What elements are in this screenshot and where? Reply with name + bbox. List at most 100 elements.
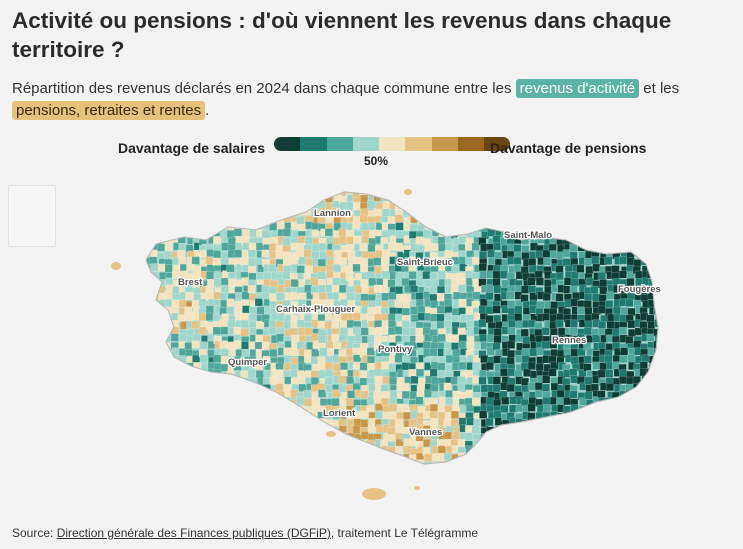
commune-cell[interactable]	[205, 271, 215, 280]
commune-cell[interactable]	[374, 189, 383, 197]
commune-cell[interactable]	[485, 459, 494, 468]
commune-cell[interactable]	[331, 320, 340, 329]
commune-cell[interactable]	[486, 334, 495, 343]
commune-cell[interactable]	[233, 326, 242, 335]
commune-cell[interactable]	[380, 284, 389, 294]
commune-cell[interactable]	[500, 446, 509, 455]
commune-cell[interactable]	[590, 188, 599, 196]
commune-cell[interactable]	[205, 305, 214, 314]
commune-cell[interactable]	[143, 397, 151, 406]
commune-cell[interactable]	[548, 460, 557, 469]
commune-cell[interactable]	[304, 236, 313, 245]
commune-cell[interactable]	[242, 305, 251, 314]
commune-cell[interactable]	[261, 438, 270, 447]
commune-cell[interactable]	[171, 347, 180, 356]
commune-cell[interactable]	[157, 200, 166, 210]
commune-cell[interactable]	[367, 424, 377, 433]
commune-cell[interactable]	[198, 419, 207, 428]
commune-cell[interactable]	[200, 200, 209, 209]
commune-cell[interactable]	[311, 425, 320, 434]
commune-cell[interactable]	[551, 230, 560, 239]
commune-cell[interactable]	[163, 398, 173, 407]
commune-cell[interactable]	[241, 207, 250, 216]
commune-cell[interactable]	[607, 189, 616, 197]
commune-cell[interactable]	[242, 452, 251, 461]
commune-cell[interactable]	[193, 419, 202, 428]
commune-cell[interactable]	[261, 193, 270, 202]
commune-cell[interactable]	[226, 417, 235, 427]
commune-cell[interactable]	[319, 251, 328, 260]
commune-cell[interactable]	[598, 320, 607, 330]
commune-cell[interactable]	[171, 375, 180, 384]
commune-cell[interactable]	[283, 207, 293, 216]
commune-cell[interactable]	[591, 228, 601, 237]
commune-cell[interactable]	[268, 264, 277, 273]
commune-cell[interactable]	[409, 461, 418, 470]
commune-cell[interactable]	[439, 194, 448, 203]
commune-cell[interactable]	[205, 188, 214, 197]
commune-cell[interactable]	[255, 399, 264, 408]
commune-cell[interactable]	[269, 349, 278, 358]
commune-cell[interactable]	[564, 207, 573, 216]
commune-cell[interactable]	[635, 404, 644, 413]
commune-cell[interactable]	[444, 299, 453, 308]
commune-cell[interactable]	[290, 419, 299, 428]
commune-cell[interactable]	[481, 214, 490, 223]
commune-cell[interactable]	[654, 420, 663, 429]
commune-cell[interactable]	[471, 425, 480, 434]
commune-cell[interactable]	[528, 221, 537, 230]
commune-cell[interactable]	[254, 196, 263, 205]
commune-cell[interactable]	[143, 194, 152, 203]
commune-cell[interactable]	[144, 208, 152, 217]
commune-cell[interactable]	[319, 434, 328, 443]
commune-cell[interactable]	[410, 375, 419, 384]
commune-cell[interactable]	[207, 223, 216, 232]
commune-cell[interactable]	[283, 195, 292, 204]
commune-cell[interactable]	[366, 347, 375, 356]
commune-cell[interactable]	[214, 391, 223, 400]
commune-cell[interactable]	[317, 214, 326, 223]
commune-cell[interactable]	[605, 453, 614, 462]
commune-cell[interactable]	[165, 284, 174, 293]
commune-cell[interactable]	[324, 228, 333, 237]
commune-cell[interactable]	[550, 193, 559, 203]
commune-cell[interactable]	[326, 452, 335, 461]
commune-cell[interactable]	[212, 426, 221, 435]
commune-cell[interactable]	[366, 405, 375, 414]
commune-cell[interactable]	[655, 203, 664, 212]
commune-cell[interactable]	[150, 193, 159, 202]
commune-cell[interactable]	[178, 427, 187, 436]
commune-cell[interactable]	[438, 215, 447, 224]
commune-cell[interactable]	[653, 447, 662, 456]
commune-cell[interactable]	[157, 343, 166, 352]
commune-cell[interactable]	[599, 279, 608, 288]
commune-cell[interactable]	[360, 390, 369, 399]
commune-cell[interactable]	[233, 195, 242, 204]
commune-cell[interactable]	[367, 461, 376, 470]
commune-cell[interactable]	[612, 432, 621, 441]
commune-cell[interactable]	[492, 278, 501, 287]
commune-cell[interactable]	[229, 440, 238, 449]
commune-cell[interactable]	[515, 194, 524, 203]
commune-cell[interactable]	[634, 397, 643, 406]
commune-cell[interactable]	[424, 453, 433, 462]
commune-cell[interactable]	[614, 237, 623, 246]
commune-cell[interactable]	[528, 462, 537, 470]
commune-cell[interactable]	[163, 410, 172, 419]
commune-cell[interactable]	[212, 257, 221, 266]
commune-cell[interactable]	[479, 410, 488, 419]
commune-cell[interactable]	[634, 244, 643, 253]
commune-cell[interactable]	[429, 403, 438, 412]
commune-cell[interactable]	[415, 236, 424, 245]
commune-cell[interactable]	[382, 411, 391, 420]
commune-cell[interactable]	[247, 285, 256, 294]
commune-cell[interactable]	[219, 340, 228, 349]
commune-cell[interactable]	[240, 440, 249, 449]
commune-cell[interactable]	[479, 454, 488, 463]
commune-cell[interactable]	[619, 195, 628, 204]
commune-cell[interactable]	[171, 299, 180, 308]
commune-cell[interactable]	[480, 384, 489, 393]
commune-cell[interactable]	[248, 272, 257, 281]
commune-cell[interactable]	[571, 418, 580, 427]
commune-cell[interactable]	[184, 312, 194, 321]
